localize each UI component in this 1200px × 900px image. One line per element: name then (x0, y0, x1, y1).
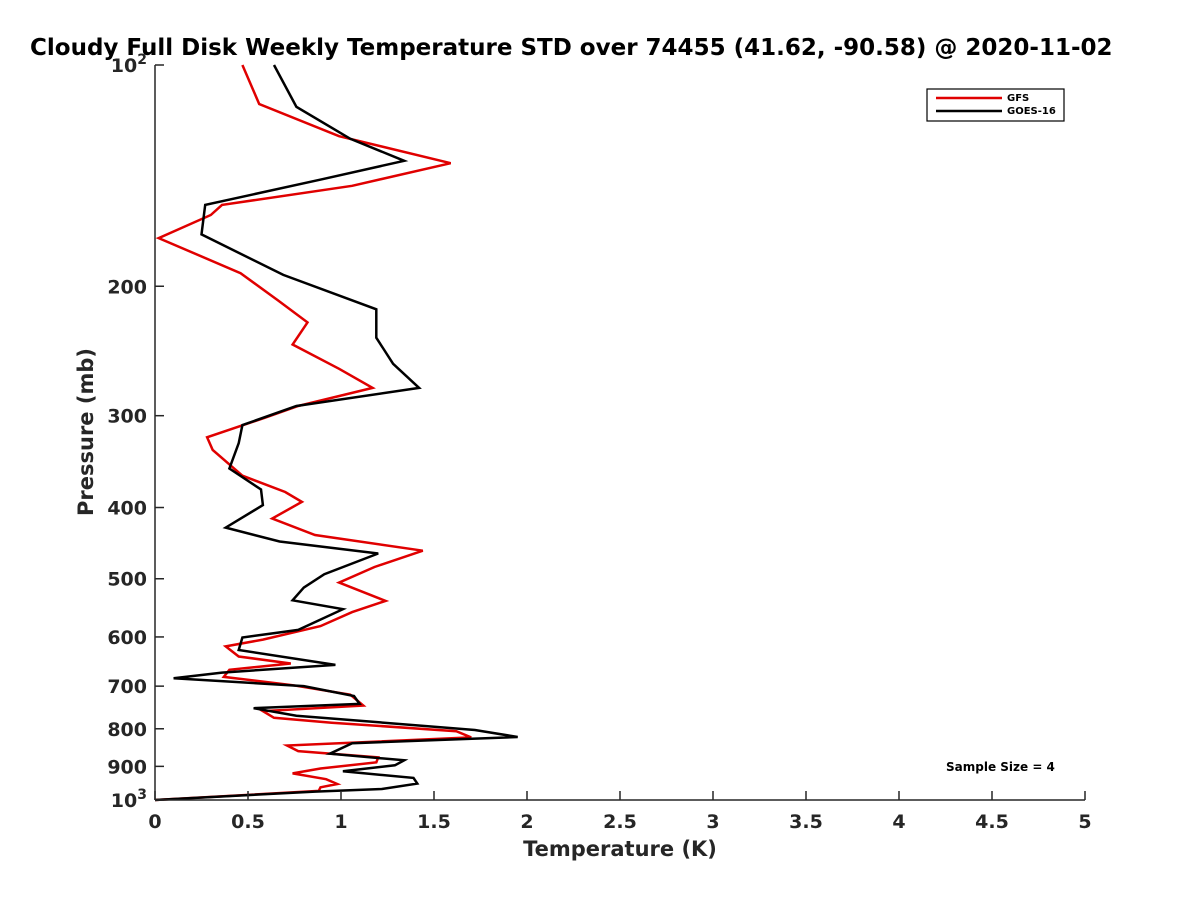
x-tick-label: 1 (334, 811, 347, 833)
legend: GFS GOES-16 (926, 88, 1065, 122)
x-tick-label: 2 (520, 811, 533, 833)
y-axis-label: Pressure (mb) (74, 348, 98, 516)
y-tick-label: 800 (107, 719, 147, 741)
plot-lines (154, 64, 518, 802)
x-tick-label: 5 (1078, 811, 1091, 833)
y-tick-label: 900 (107, 756, 147, 778)
y-tick-label: 200 (107, 276, 147, 298)
x-tick-label: 2.5 (603, 811, 637, 833)
x-tick-label: 3 (706, 811, 719, 833)
y-tick-label: 300 (107, 406, 147, 428)
chart-title: Cloudy Full Disk Weekly Temperature STD … (30, 35, 1113, 61)
x-tick-label: 0.5 (231, 811, 265, 833)
x-tick-label: 4 (892, 811, 905, 833)
x-tick-label: 1.5 (417, 811, 451, 833)
y-tick-label: 103 (111, 787, 147, 812)
x-axis-label: Temperature (K) (523, 837, 717, 861)
legend-label-goes: GOES-16 (1007, 106, 1056, 117)
x-tick-label: 0 (148, 811, 161, 833)
y-tick-label: 500 (107, 569, 147, 591)
legend-label-gfs: GFS (1007, 93, 1029, 104)
x-tick-label: 4.5 (975, 811, 1009, 833)
y-tick-label: 102 (111, 52, 147, 77)
sample-size-annotation: Sample Size = 4 (946, 760, 1055, 774)
y-tick-label: 400 (107, 498, 147, 520)
x-tick-label: 3.5 (789, 811, 823, 833)
y-tick-label: 700 (107, 676, 147, 698)
x-axis-ticks: 0 0.5 1 1.5 2 2.5 3 3.5 4 4.5 5 (148, 791, 1092, 833)
legend-box (926, 88, 1065, 122)
y-tick-label: 600 (107, 627, 147, 649)
series-line-gfs (154, 64, 472, 802)
y-axis-ticks: 102 200 300 400 500 600 700 800 900 103 (107, 52, 164, 812)
series-line-goes-16 (154, 64, 518, 802)
